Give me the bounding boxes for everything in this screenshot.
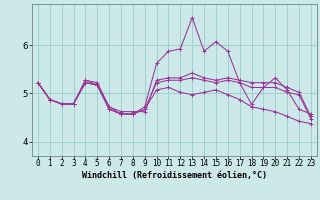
X-axis label: Windchill (Refroidissement éolien,°C): Windchill (Refroidissement éolien,°C) xyxy=(82,171,267,180)
